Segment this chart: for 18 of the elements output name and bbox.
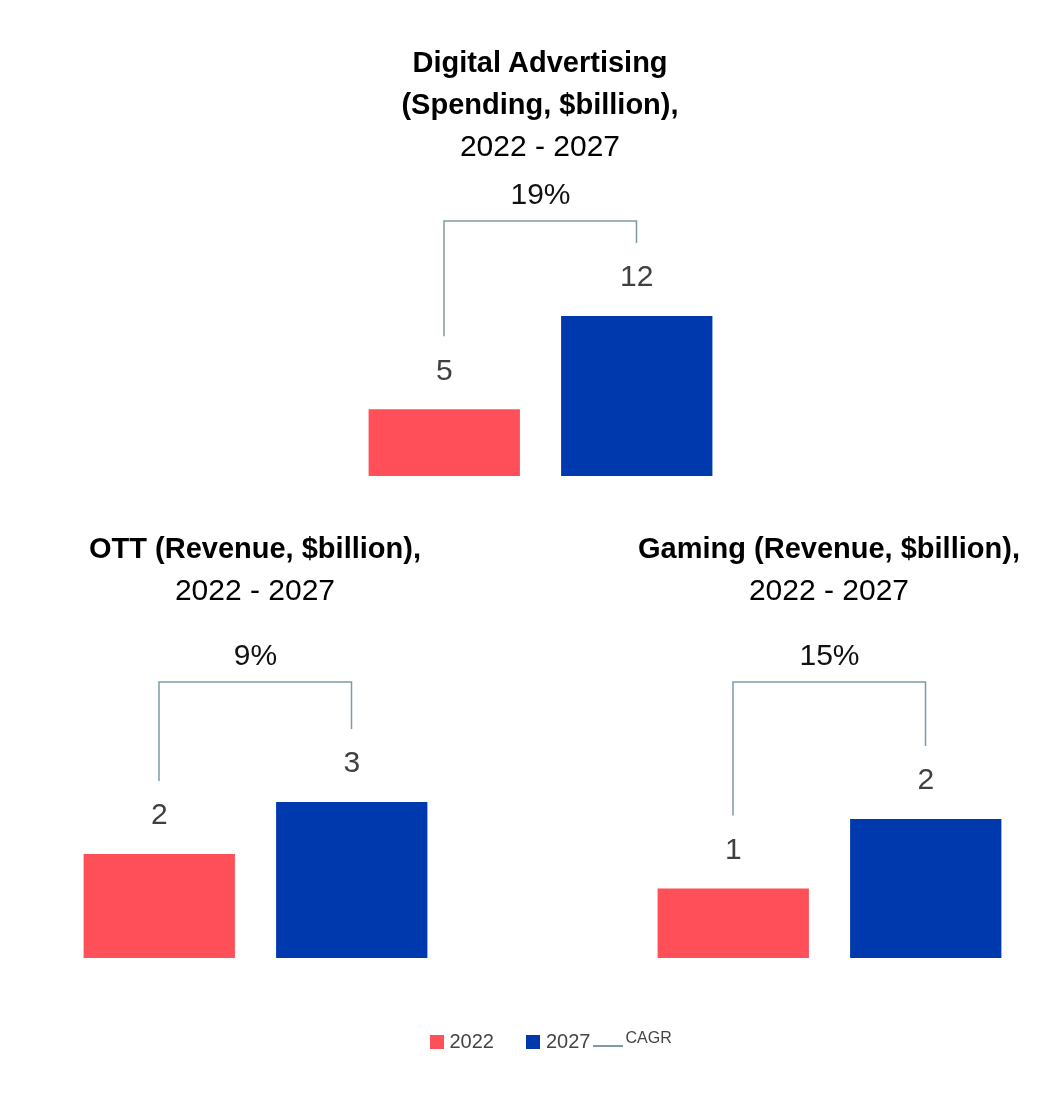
text: 9% [233,638,277,672]
text: CAGR [625,1028,672,1047]
data-label: 3 [342,745,360,779]
legend-label: 2022 [449,1030,494,1053]
chart-title: Gaming (Revenue, $billion), [637,531,1021,566]
data-label: 12 [619,259,653,293]
data-label: 1 [724,831,742,865]
chart-subtitle: 2022 - 2027 [173,572,337,608]
data-label: 2 [916,762,934,796]
chart-title: OTT (Revenue, $billion), [88,531,422,566]
data-label: 5 [435,352,453,386]
text: 19% [509,177,571,211]
chart-subtitle: 2022 - 2027 [747,572,911,608]
text: 15% [798,638,860,672]
legend-label: 2027 [546,1030,591,1053]
data-label: 2 [150,797,168,831]
chart-title: Digital Advertising (Spending, $billion), [400,45,680,122]
chart-subtitle: 2022 - 2027 [458,128,622,164]
